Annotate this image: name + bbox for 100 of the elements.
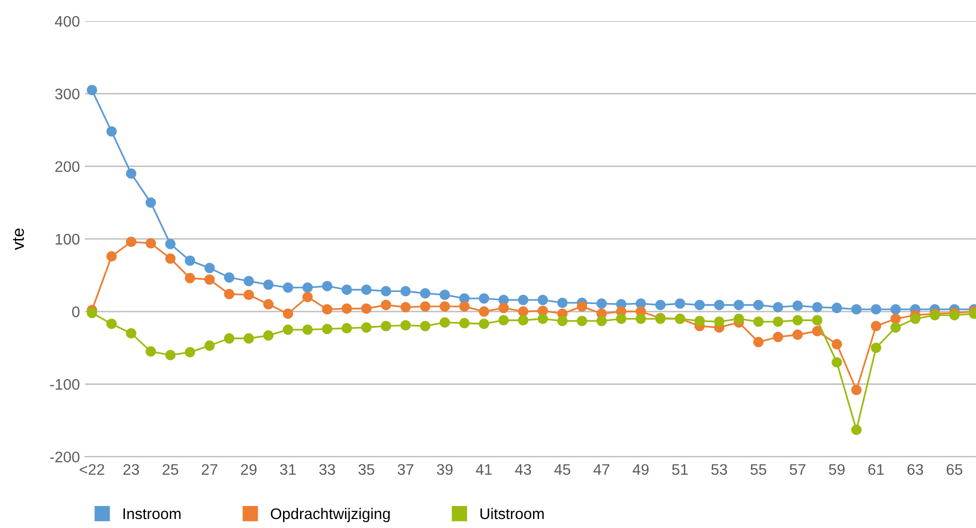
point: [851, 384, 862, 396]
point: [557, 298, 568, 308]
point: [322, 324, 332, 334]
point: [832, 338, 842, 350]
y-tick-label: 200: [55, 161, 80, 172]
point: [596, 298, 607, 309]
point: [361, 322, 372, 333]
point: [263, 299, 274, 310]
point: [282, 324, 294, 335]
point: [165, 350, 176, 360]
point: [714, 316, 724, 327]
point: [165, 253, 176, 264]
point: [106, 251, 117, 262]
point: [655, 300, 666, 310]
y-tick-label: 400: [54, 16, 80, 27]
x-tick-label: 35: [358, 464, 374, 475]
x-tick-label: 33: [319, 464, 336, 475]
point: [674, 298, 686, 309]
point: [126, 236, 136, 248]
point: [126, 328, 136, 339]
legend-label: Uitstroom: [480, 508, 544, 520]
x-tick-label: 43: [515, 464, 532, 475]
point: [184, 255, 196, 266]
x-tick-label: 37: [398, 464, 414, 475]
point: [518, 306, 528, 317]
point: [812, 326, 822, 336]
x-tick-label: 49: [632, 464, 649, 475]
point: [400, 320, 411, 331]
point: [753, 316, 764, 327]
point: [420, 320, 430, 332]
point: [596, 316, 607, 326]
point: [694, 316, 705, 326]
point: [361, 284, 372, 295]
point: [772, 302, 784, 312]
point: [576, 316, 588, 326]
x-tick-label: 55: [750, 464, 766, 475]
point: [870, 342, 882, 354]
point: [282, 308, 294, 319]
point: [459, 318, 470, 328]
point: [440, 290, 450, 300]
point: [753, 336, 764, 348]
point: [420, 301, 430, 312]
point: [380, 286, 392, 296]
point: [342, 284, 352, 295]
point: [851, 304, 862, 315]
point: [400, 302, 411, 312]
legend-label: Opdrachtwijziging: [270, 508, 390, 522]
x-tick-label: 51: [672, 464, 688, 475]
point: [184, 272, 196, 284]
point: [478, 318, 490, 330]
y-tick-label: 0: [72, 306, 80, 318]
point: [282, 282, 294, 293]
point: [302, 324, 313, 335]
x-tick-label: 61: [868, 464, 884, 475]
point: [498, 302, 509, 314]
x-tick-label: 25: [162, 464, 178, 475]
point: [106, 318, 117, 330]
point: [106, 126, 117, 137]
x-tick-label: 59: [828, 464, 845, 475]
point: [890, 304, 901, 315]
y-axis-title: vte: [13, 228, 24, 250]
point: [616, 314, 626, 324]
y-tick-label: 300: [55, 88, 80, 100]
y-tick-label: 100: [56, 234, 80, 245]
point: [380, 300, 392, 310]
point: [910, 314, 920, 324]
point: [734, 300, 744, 310]
point: [890, 314, 901, 324]
point: [322, 280, 332, 292]
y-tick-label: -100: [50, 378, 80, 390]
x-tick-label: 39: [436, 464, 453, 475]
point: [263, 279, 274, 290]
point: [361, 303, 372, 314]
point: [714, 300, 724, 310]
point: [538, 314, 548, 324]
point: [146, 197, 156, 208]
point: [459, 301, 470, 312]
point: [557, 316, 568, 326]
x-tick-label: 57: [790, 464, 806, 475]
legend-label: Instroom: [124, 508, 181, 520]
point: [302, 282, 313, 293]
point: [244, 276, 254, 286]
x-tick-label: 65: [946, 464, 962, 475]
x-tick-label: 29: [241, 464, 257, 475]
point: [694, 300, 705, 310]
point: [870, 320, 882, 332]
point: [440, 317, 450, 328]
point: [518, 294, 528, 306]
point: [263, 330, 274, 341]
point: [772, 332, 784, 342]
point: [772, 316, 784, 327]
point: [322, 304, 332, 315]
x-tick-label: 63: [908, 464, 924, 475]
x-tick-label: 31: [280, 464, 296, 475]
x-tick-label: 23: [123, 464, 139, 475]
point: [636, 314, 646, 324]
x-tick-label: 41: [476, 464, 492, 475]
point: [400, 286, 411, 296]
point: [792, 315, 803, 326]
point: [165, 238, 176, 250]
